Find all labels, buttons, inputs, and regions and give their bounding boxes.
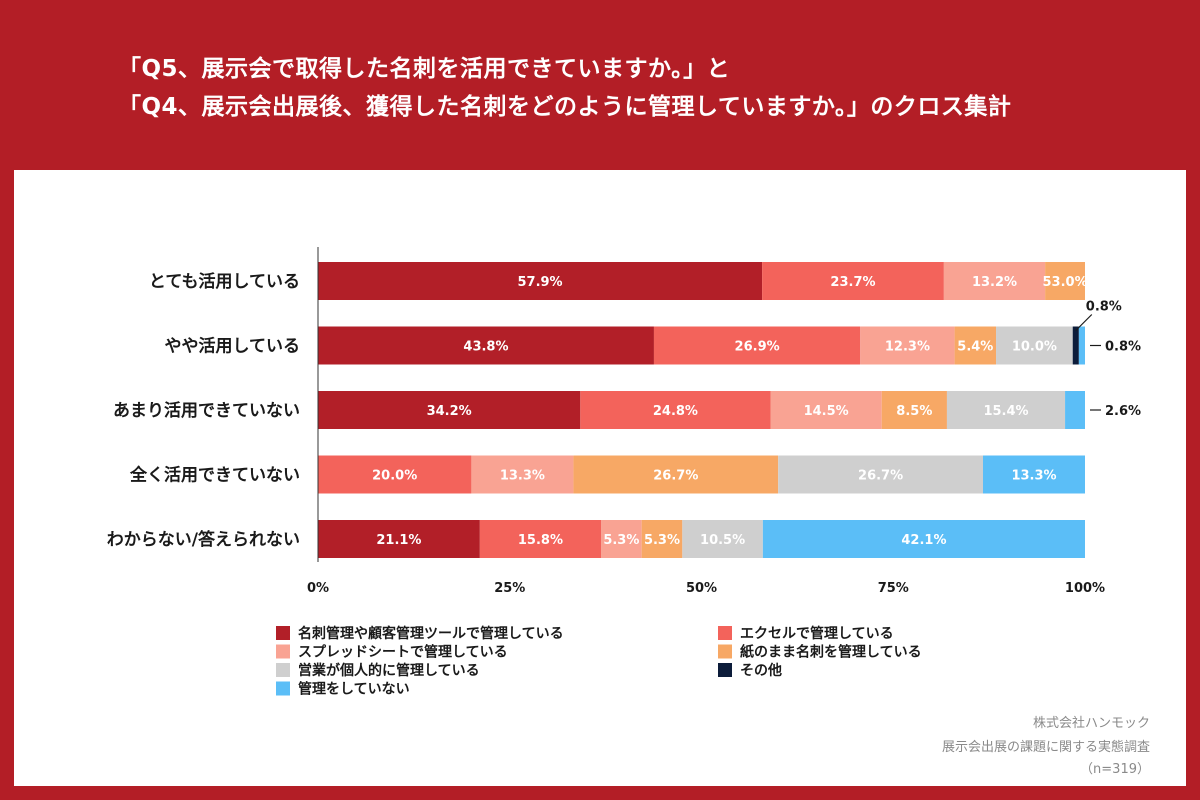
bar-value-label: 43.8% <box>463 340 508 355</box>
legend-label: スプレッドシートで管理している <box>298 644 508 661</box>
legend-swatch <box>276 681 290 696</box>
bar-value-label: 13.3% <box>500 469 545 484</box>
category-label: やや活用している <box>165 336 301 357</box>
bar-value-label: 10.5% <box>700 533 745 548</box>
legend-swatch <box>276 644 290 659</box>
bar-value-label: 21.1% <box>376 533 421 548</box>
legend-swatch <box>718 663 732 677</box>
bar-segment <box>573 455 779 494</box>
bar-value-label: 13.3% <box>1011 469 1056 484</box>
bar-segment <box>1072 326 1079 365</box>
bar-value-label: 15.8% <box>518 533 563 548</box>
legend-label: エクセルで管理している <box>740 625 894 642</box>
bar-value-label: 42.1% <box>901 533 946 548</box>
x-tick-label: 25% <box>494 581 525 596</box>
bar-segment <box>770 391 882 429</box>
bar-value-label: 26.7% <box>653 469 698 484</box>
bar-segment <box>762 262 944 300</box>
bar-segment <box>1045 262 1085 300</box>
bar-value-label: 53.0% <box>1043 275 1088 290</box>
bar-segment <box>318 391 581 429</box>
bar-segment <box>996 326 1073 365</box>
legend-label: その他 <box>740 662 782 679</box>
bar-segment <box>946 391 1066 429</box>
bar-segment <box>479 520 602 558</box>
legend-label: 紙のまま名刺を管理している <box>740 644 922 661</box>
legend-swatch <box>276 626 290 640</box>
callout-label: 2.6% <box>1105 404 1141 419</box>
bar-segment <box>318 262 763 300</box>
bar-segment <box>943 262 1046 300</box>
bar-value-label: 10.0% <box>1012 340 1057 355</box>
chart-title: 「Q5、展示会で取得した名刺を活用できていますか。」と 「Q4、展示会出展後、獲… <box>118 50 1168 126</box>
x-tick-label: 50% <box>686 581 717 596</box>
bar-segment <box>860 326 955 365</box>
stacked-bar-chart: とても活用している 57.9% 23.7% 13.2% 53.0% やや活用している 43.… <box>107 247 1141 698</box>
bar-segment <box>601 520 642 558</box>
bar-segment <box>653 326 861 365</box>
bar-value-label: 8.5% <box>896 404 932 419</box>
bar-value-label: 57.9% <box>517 275 562 290</box>
legend-label: 管理をしていない <box>298 681 410 698</box>
bar-segment <box>318 455 472 494</box>
bar-segment <box>982 455 1085 494</box>
title-line-1: 「Q5、展示会で取得した名刺を活用できていますか。」と <box>118 56 731 82</box>
bar-value-label: 14.5% <box>804 404 849 419</box>
bar-segment <box>641 520 683 558</box>
category-label: わからない/答えられない <box>107 529 300 550</box>
bar-value-label: 24.8% <box>653 404 698 419</box>
legend-label: 営業が個人的に管理している <box>298 662 480 679</box>
bar-segment <box>471 455 574 494</box>
legend-label: 名刺管理や顧客管理ツールで管理している <box>298 625 564 642</box>
bar-segment <box>318 326 654 365</box>
callout-label: 0.8% <box>1105 340 1141 355</box>
bar-segment <box>580 391 771 429</box>
callout-label: 0.8% <box>1086 300 1122 315</box>
legend-swatch <box>718 644 732 659</box>
bar-segment <box>318 520 480 558</box>
chart-panel: とても活用している 57.9% 23.7% 13.2% 53.0% やや活用している 43.… <box>14 170 1186 786</box>
credit-company: 株式会社ハンモック <box>1032 716 1150 731</box>
bar-value-label: 13.2% <box>972 275 1017 290</box>
bar-value-label: 5.4% <box>957 340 993 355</box>
x-tick-label: 100% <box>1065 581 1105 596</box>
category-label: あまり活用できていない <box>113 400 300 421</box>
bar-value-label: 12.3% <box>885 340 930 355</box>
bar-value-label: 26.9% <box>735 340 780 355</box>
bar-value-label: 5.3% <box>603 533 639 548</box>
bar-value-label: 15.4% <box>983 404 1028 419</box>
bar-value-label: 20.0% <box>372 469 417 484</box>
bar-value-label: 26.7% <box>858 469 903 484</box>
legend-swatch <box>718 626 732 640</box>
bar-value-label: 5.3% <box>644 533 680 548</box>
callout-leader <box>1075 314 1093 331</box>
x-tick-label: 0% <box>307 581 329 596</box>
bar-value-label: 34.2% <box>427 404 472 419</box>
bar-segment <box>881 391 947 429</box>
category-label: 全く活用できていない <box>129 465 300 486</box>
credit-survey: 展示会出展の課題に関する実態調査 <box>941 740 1150 755</box>
bar-segment <box>1078 326 1085 365</box>
x-tick-label: 75% <box>878 581 909 596</box>
bar-segment <box>954 326 997 365</box>
legend-swatch <box>276 663 290 677</box>
title-line-2: 「Q4、展示会出展後、獲得した名刺をどのように管理していますか。」のクロス集計 <box>118 94 1012 120</box>
bar-segment <box>762 520 1085 558</box>
credit-sample: （n=319） <box>1080 762 1150 777</box>
bar-segment <box>1065 391 1085 429</box>
bar-segment <box>682 520 763 558</box>
category-label: とても活用している <box>149 271 300 292</box>
bar-value-label: 23.7% <box>830 275 875 290</box>
bar-segment <box>778 455 983 494</box>
